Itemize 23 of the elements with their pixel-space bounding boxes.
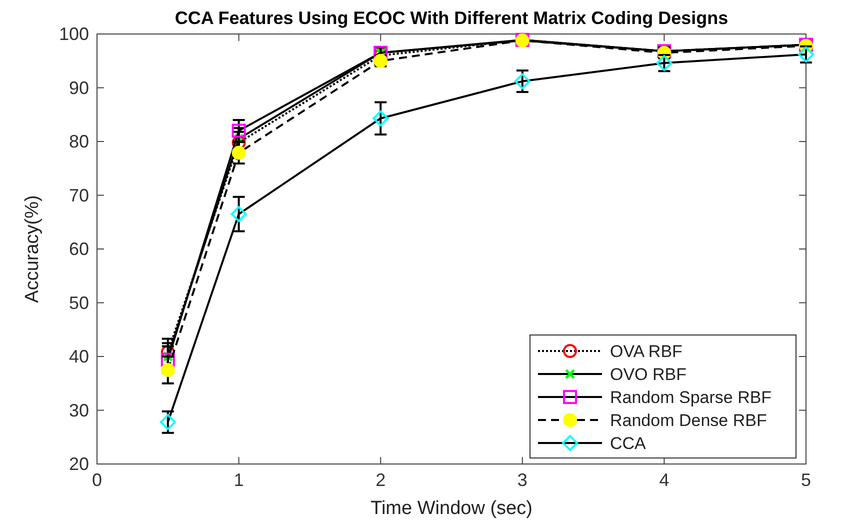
x-tick-label: 4 <box>659 470 670 490</box>
legend-label: CCA <box>610 434 647 453</box>
y-tick-label: 20 <box>68 454 89 474</box>
legend-label: OVO RBF <box>610 365 687 384</box>
x-tick-label: 3 <box>517 470 528 490</box>
x-tick-label: 1 <box>234 470 244 490</box>
legend-label: Random Dense RBF <box>610 411 767 430</box>
x-tick-label: 5 <box>800 470 812 490</box>
y-tick-label: 70 <box>68 185 89 206</box>
y-tick-label: 30 <box>68 400 89 420</box>
x-axis-title: Time Window (sec) <box>370 498 532 519</box>
y-tick-label: 80 <box>68 132 89 152</box>
y-tick-label: 40 <box>68 346 89 366</box>
legend-label: Random Sparse RBF <box>610 388 772 407</box>
chart-title: CCA Features Using ECOC With Different Matrix Coding Designs <box>174 8 728 28</box>
y-tick-label: 60 <box>68 239 89 259</box>
y-tick-label: 50 <box>68 292 89 313</box>
legend-label: OVA RBF <box>610 342 682 361</box>
y-axis-title: Accuracy(%) <box>22 195 43 303</box>
x-tick-label: 0 <box>92 470 102 490</box>
x-tick-label: 2 <box>376 470 386 490</box>
y-tick-label: 90 <box>68 78 89 98</box>
y-tick-label: 100 <box>58 24 89 44</box>
